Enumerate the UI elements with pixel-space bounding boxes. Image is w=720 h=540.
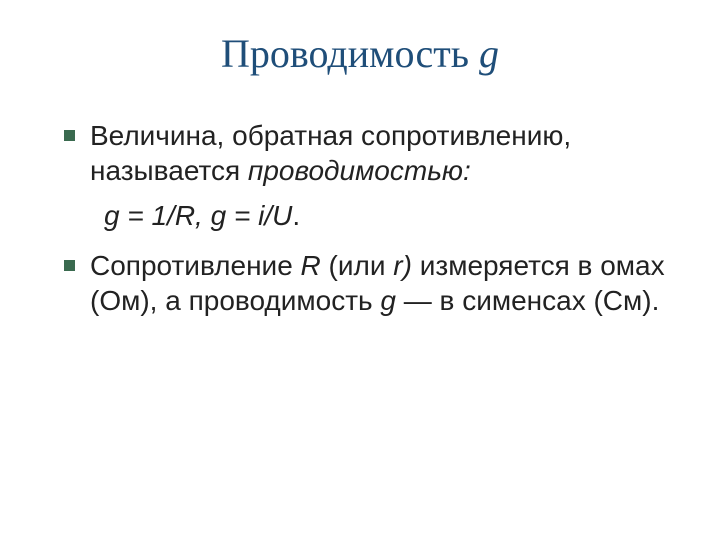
bullet-list: Величина, обратная сопротивлению, называ…	[60, 118, 670, 188]
bullet-text: — в сименсах (См).	[396, 285, 659, 316]
title-text: Проводимость	[221, 31, 479, 76]
formula-text: g = 1/R, g = i/U	[104, 200, 292, 231]
list-item: Сопротивление R (или r) измеряется в ома…	[60, 248, 670, 318]
title-symbol: g	[479, 31, 499, 76]
slide-title: Проводимость g	[50, 30, 670, 78]
bullet-text-italic: g	[380, 285, 396, 316]
list-item: Величина, обратная сопротивлению, называ…	[60, 118, 670, 188]
bullet-list: Сопротивление R (или r) измеряется в ома…	[60, 248, 670, 318]
bullet-text-italic: R	[301, 250, 321, 281]
bullet-text: Сопротивление	[90, 250, 301, 281]
formula-tail: .	[292, 200, 300, 231]
bullet-text: (или	[321, 250, 394, 281]
slide-content: Величина, обратная сопротивлению, называ…	[50, 118, 670, 318]
bullet-text-italic: r)	[393, 250, 412, 281]
bullet-text-italic: проводимостью:	[248, 155, 471, 186]
slide: Проводимость g Величина, обратная сопрот…	[0, 0, 720, 540]
formula-line: g = 1/R, g = i/U.	[60, 198, 670, 234]
